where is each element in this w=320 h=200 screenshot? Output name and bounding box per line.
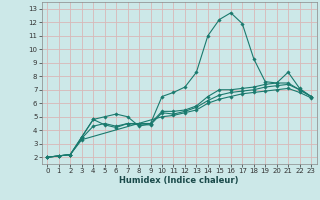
X-axis label: Humidex (Indice chaleur): Humidex (Indice chaleur) — [119, 176, 239, 185]
